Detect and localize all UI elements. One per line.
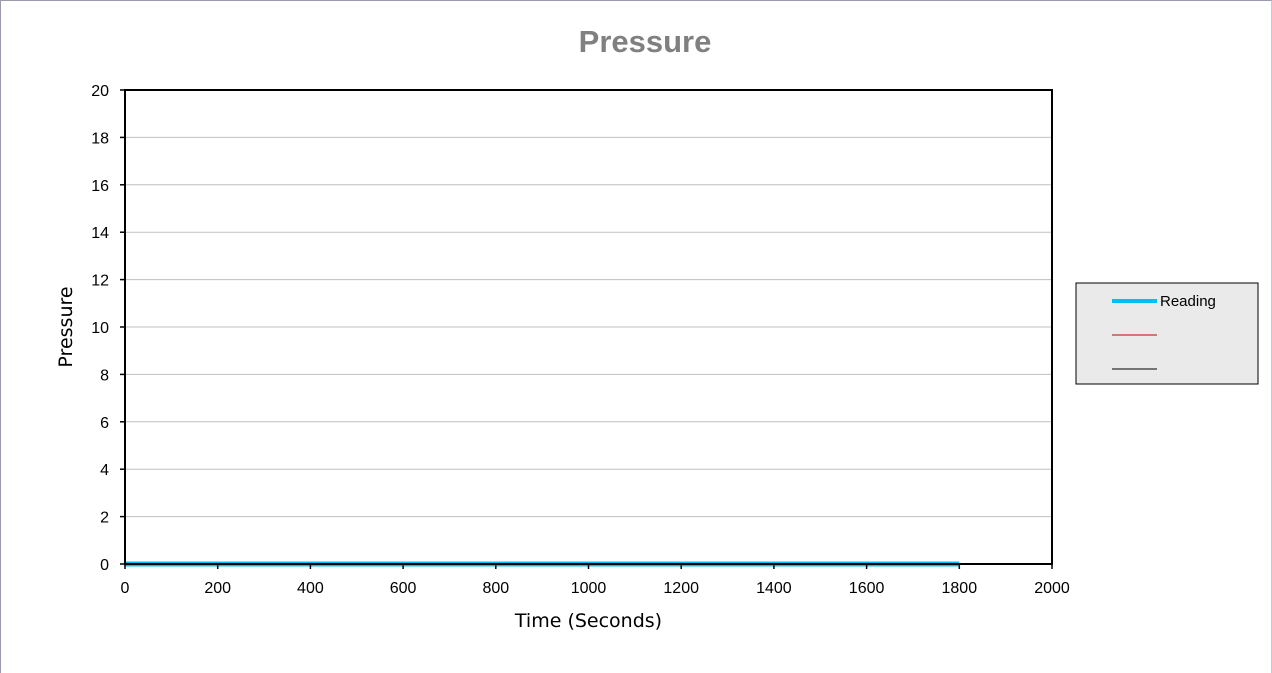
y-tick-label: 4 [100, 462, 109, 479]
x-tick-label: 1400 [756, 580, 792, 597]
y-tick-label: 8 [100, 367, 109, 384]
legend-box [1075, 282, 1259, 385]
legend: Reading [1075, 282, 1259, 385]
x-tick-label: 800 [482, 580, 509, 597]
y-tick-label: 0 [100, 557, 109, 574]
x-tick-label: 1800 [942, 580, 978, 597]
y-axis-title: Pressure [55, 286, 77, 367]
x-tick-label: 200 [204, 580, 231, 597]
y-tick-label: 12 [91, 273, 109, 290]
x-tick-label: 1200 [663, 580, 699, 597]
x-tick-label: 400 [297, 580, 324, 597]
chart-title: Pressure [578, 24, 712, 59]
grid-lines [125, 136, 1052, 518]
y-tick-label: 18 [91, 130, 109, 147]
x-tick-label: 1600 [849, 580, 885, 597]
y-tick-label: 10 [91, 320, 109, 337]
x-tick-label: 1000 [571, 580, 607, 597]
y-tick-label: 6 [100, 415, 109, 432]
legend-label-1: Reading [1160, 293, 1216, 310]
y-tick-label: 14 [91, 225, 109, 242]
x-axis-title: Time (Seconds) [514, 610, 662, 632]
y-tick-label: 2 [100, 510, 109, 527]
x-tick-label: 600 [390, 580, 417, 597]
x-tick-label: 0 [121, 580, 130, 597]
y-tick-label: 16 [91, 178, 109, 195]
y-tick-label: 20 [91, 83, 109, 100]
x-tick-label: 2000 [1034, 580, 1070, 597]
